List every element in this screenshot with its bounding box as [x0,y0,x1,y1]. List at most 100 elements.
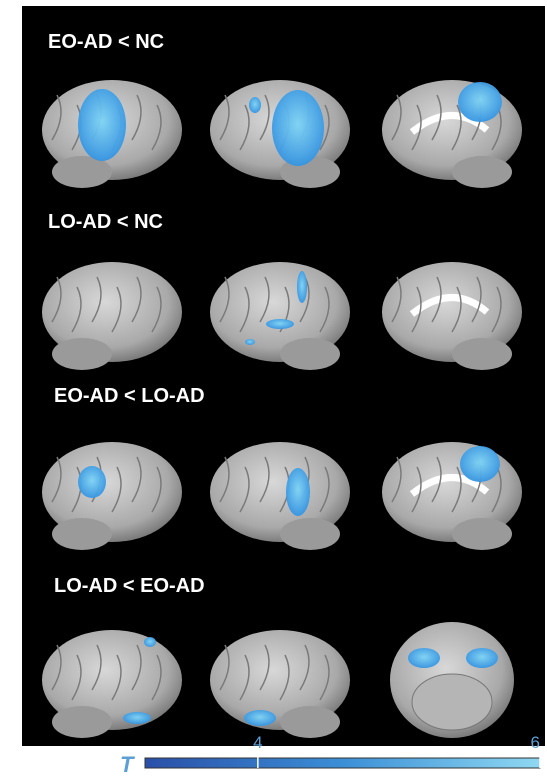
activation [78,89,126,161]
sulcus [51,456,62,503]
brain-view [42,80,182,188]
sulcus [239,654,250,701]
cerebellum [52,518,112,550]
brain-view [210,442,350,550]
sulcus [239,286,250,333]
sulcus [111,654,122,701]
sulcus [259,94,270,141]
sulcus [411,104,422,151]
activation [286,468,310,516]
sulcus [411,466,422,513]
sulcus [71,654,82,701]
sulcus [319,104,330,151]
sulcus [319,654,330,701]
sulcus [431,276,442,323]
colorbar-tick-label: 4 [253,733,262,752]
sulcus [431,456,442,503]
activation [244,710,276,726]
sulcus [451,286,462,333]
panels: EO-AD < NC LO-AD < NC EO-AD < LO-AD LO-AD <… [42,31,522,738]
panel-title: EO-AD < LO-AD [54,385,205,407]
sulcus [431,94,442,141]
sulcus [111,286,122,333]
activation [245,339,255,345]
activation [123,712,151,724]
cerebellum [452,156,512,188]
cerebellum [411,673,493,731]
brain-view [382,442,522,550]
sulcus [131,644,142,691]
sulcus [219,94,230,141]
sulcus [51,276,62,323]
activation [272,90,324,166]
sulcus [131,456,142,503]
activation [297,271,307,303]
brain-view [210,262,350,370]
colorbar-tick-label: 6 [531,733,540,752]
corpus-callosum [409,112,490,135]
sulcus [151,104,162,151]
activation [144,637,156,647]
sulcus [259,276,270,323]
cerebellum [280,338,340,370]
sulcus [151,466,162,513]
brain-view [42,630,182,738]
sulcus [451,466,462,513]
cerebellum [52,156,112,188]
panel-title: LO-AD < EO-AD [54,575,205,597]
colorbar-label: T [120,752,135,777]
activation [78,466,106,498]
sulcus [319,466,330,513]
sulcus [51,644,62,691]
sulcus [279,654,290,701]
corpus-callosum [409,474,490,497]
brain-view [42,442,182,550]
sulcus [239,466,250,513]
sulcus [259,456,270,503]
cerebellum [452,518,512,550]
sulcus [411,286,422,333]
sulcus [471,276,482,323]
sulcus [491,286,502,333]
sulcus [51,94,62,141]
brain-view [382,262,522,370]
sulcus [111,466,122,513]
brain-view [390,622,514,738]
sulcus [239,104,250,151]
panel-title: EO-AD < NC [48,31,164,53]
cerebellum [280,518,340,550]
cerebellum [452,338,512,370]
cerebellum [52,338,112,370]
brain-view [42,262,182,370]
panel-title: LO-AD < NC [48,211,163,233]
sulcus [91,644,102,691]
sulcus [391,456,402,503]
sulcus [131,94,142,141]
sulcus [91,276,102,323]
cerebellum [52,706,112,738]
cerebellum [280,706,340,738]
activation [458,82,502,122]
activation [460,446,500,482]
brain-view [210,630,350,738]
sulcus [219,456,230,503]
sulcus [131,276,142,323]
colorbar-scale [144,757,541,769]
sulcus [151,286,162,333]
brain-view [382,80,522,188]
sulcus [391,94,402,141]
sulcus [219,276,230,323]
brain-view [210,80,350,188]
activation [466,648,498,668]
colorbar: T 4 6 [120,733,541,777]
sulcus [319,286,330,333]
corpus-callosum [409,294,490,317]
sulcus [71,286,82,333]
sulcus [151,654,162,701]
activation [408,648,440,668]
sulcus [299,644,310,691]
sulcus [451,104,462,151]
sulcus [259,644,270,691]
sulcus [391,276,402,323]
